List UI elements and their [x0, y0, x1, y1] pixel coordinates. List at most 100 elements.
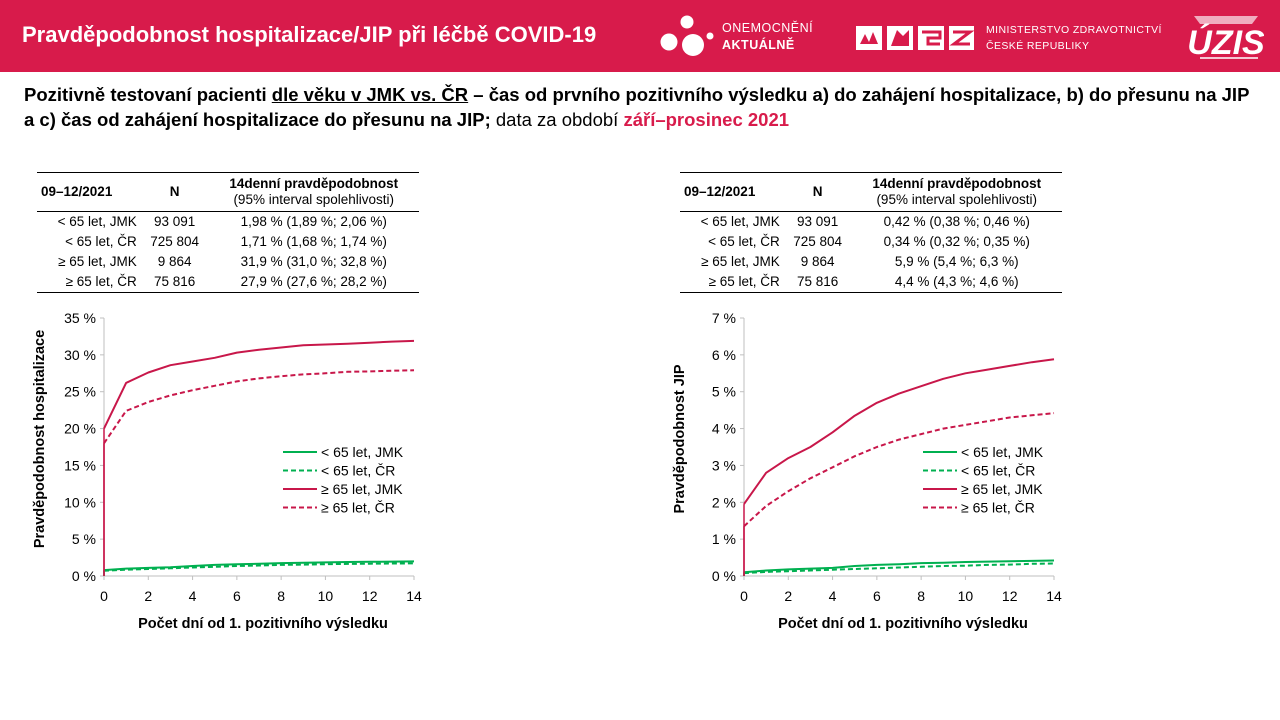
table-cell-n: 93 091 — [153, 214, 196, 229]
table-header-probability-sub: (95% interval spolehlivosti) — [233, 192, 395, 207]
x-tick-label: 4 — [189, 588, 197, 604]
table-cell-probability: 1,71 % (1,68 %; 1,74 %) — [240, 234, 387, 249]
y-tick-label: 25 % — [64, 384, 96, 400]
subtitle-part3: – čas od prvního pozitivního výsledku a)… — [24, 84, 1250, 130]
y-tick-label: 0 % — [72, 568, 96, 584]
y-tick-label: 7 % — [712, 310, 736, 326]
series-line — [743, 358, 1055, 505]
logo1-line2: AKTUÁLNĚ — [722, 38, 795, 52]
table-header-n: N — [783, 172, 852, 212]
series-line — [743, 559, 1055, 574]
legend-label: ≥ 65 let, ČR — [961, 500, 1035, 516]
series-line — [103, 560, 415, 572]
legend-label: ≥ 65 let, JMK — [961, 481, 1043, 497]
y-axis-label: Pravděpodobnost JIP — [672, 364, 688, 513]
y-tick-label: 30 % — [64, 347, 96, 363]
table-cell-group: < 65 let, JMK — [57, 214, 137, 229]
x-axis-label: Počet dní od 1. pozitivního výsledku — [138, 616, 388, 632]
subtitle-part2: dle věku v JMK vs. ČR — [271, 84, 469, 105]
legend-label: < 65 let, ČR — [321, 463, 395, 479]
x-tick-label: 10 — [958, 588, 974, 604]
ministry-line1: MINISTERSTVO ZDRAVOTNICTVÍ — [986, 24, 1162, 36]
hospitalization-table: 09–12/2021 N 14denní pravděpodobnost (95… — [37, 172, 419, 293]
y-tick-label: 15 % — [64, 457, 96, 473]
legend-label: < 65 let, ČR — [961, 463, 1035, 479]
table-cell-group: < 65 let, ČR — [708, 234, 780, 249]
table-cell-n: 93 091 — [796, 214, 839, 229]
table-header-period: 09–12/2021 — [37, 172, 141, 212]
table-header-probability-title: 14denní pravděpodobnost — [872, 176, 1042, 191]
series-line — [743, 412, 1055, 527]
table-row: < 65 let, JMK 93 091 1,98 % (1,89 %; 2,06 … — [37, 212, 419, 233]
y-tick-label: 2 % — [712, 494, 736, 510]
icu-table: 09–12/2021 N 14denní pravděpodobnost (95… — [680, 172, 1062, 293]
logo1-line1: ONEMOCNĚNÍ — [722, 21, 814, 35]
y-tick-label: 20 % — [64, 421, 96, 437]
icu-chart: 0 % 1 % 2 % 3 % 4 % 5 % 6 % 7 % 0 2 4 6 8 10 12 14 Počet… — [672, 310, 1062, 632]
table-cell-probability: 27,9 % (27,6 %; 28,2 %) — [208, 272, 419, 293]
table-cell-n: 725 804 — [150, 234, 200, 249]
y-tick-label: 1 % — [712, 531, 736, 547]
y-tick-label: 0 % — [712, 568, 736, 584]
header-bar: Pravděpodobnost hospitalizace/JIP při lé… — [0, 0, 1280, 72]
legend-label: ≥ 65 let, JMK — [321, 481, 403, 497]
table-cell-probability: 5,9 % (5,4 %; 6,3 %) — [894, 254, 1019, 269]
hospitalization-chart: 0 % 5 % 10 % 15 % 20 % 25 % 30 % 35 % 0 2 4 6 8 10 12 1… — [32, 310, 422, 632]
series-line — [103, 562, 415, 572]
x-tick-label: 14 — [1046, 588, 1062, 604]
x-tick-label: 10 — [318, 588, 334, 604]
ministry-logo-icon — [856, 26, 974, 50]
table-cell-group: ≥ 65 let, ČR — [37, 272, 141, 293]
y-tick-label: 5 % — [72, 531, 96, 547]
legend-label: < 65 let, JMK — [321, 444, 404, 460]
uzis-logo: ÚZIS — [1188, 16, 1264, 62]
table-cell-n: 75 816 — [140, 272, 209, 293]
x-axis-label: Počet dní od 1. pozitivního výsledku — [778, 616, 1028, 632]
table-row: < 65 let, JMK 93 091 0,42 % (0,38 %; 0,46 … — [680, 212, 1062, 233]
table-cell-probability: 4,4 % (4,3 %; 4,6 %) — [851, 272, 1062, 293]
x-tick-label: 14 — [406, 588, 422, 604]
series-line — [743, 562, 1055, 575]
table-header-period: 09–12/2021 — [680, 172, 784, 212]
table-header-probability: 14denní pravděpodobnost (95% interval sp… — [851, 172, 1062, 212]
x-tick-label: 8 — [277, 588, 285, 604]
ministry-line2: ČESKÉ REPUBLIKY — [986, 40, 1090, 52]
y-tick-label: 10 % — [64, 494, 96, 510]
table-row: ≥ 65 let, JMK 9 864 31,9 % (31,0 %; 32,8 %… — [37, 252, 419, 272]
subtitle-period: září–prosinec 2021 — [623, 109, 790, 130]
onemocneni-logo-text: ONEMOCNĚNÍ AKTUÁLNĚ — [722, 20, 813, 54]
x-tick-label: 2 — [144, 588, 152, 604]
table-row: ≥ 65 let, ČR 75 816 4,4 % (4,3 %; 4,6 %) — [680, 272, 1062, 293]
page-title: Pravděpodobnost hospitalizace/JIP při lé… — [22, 22, 597, 47]
onemocneni-logo-icon — [660, 15, 714, 56]
series-line — [103, 369, 415, 444]
x-tick-label: 0 — [740, 588, 748, 604]
table-cell-group: ≥ 65 let, JMK — [58, 254, 137, 269]
table-cell-group: < 65 let, JMK — [700, 214, 780, 229]
table-cell-probability: 0,42 % (0,38 %; 0,46 %) — [883, 214, 1030, 229]
table-cell-n: 725 804 — [793, 234, 843, 249]
x-tick-label: 12 — [362, 588, 378, 604]
table-header-n: N — [140, 172, 209, 212]
y-tick-label: 6 % — [712, 347, 736, 363]
ministry-logo-text: MINISTERSTVO ZDRAVOTNICTVÍ ČESKÉ REPUBLI… — [986, 22, 1162, 54]
x-tick-label: 6 — [873, 588, 881, 604]
table-cell-probability: 31,9 % (31,0 %; 32,8 %) — [240, 254, 387, 269]
table-row: ≥ 65 let, JMK 9 864 5,9 % (5,4 %; 6,3 %) — [680, 252, 1062, 272]
uzis-logo-text: ÚZIS — [1188, 24, 1264, 62]
table-row: ≥ 65 let, ČR 75 816 27,9 % (27,6 %; 28,2 %… — [37, 272, 419, 293]
table-row: < 65 let, ČR 725 804 0,34 % (0,32 %; 0,35 … — [680, 232, 1062, 252]
x-tick-label: 2 — [784, 588, 792, 604]
x-tick-label: 4 — [829, 588, 837, 604]
y-tick-label: 4 % — [712, 421, 736, 437]
subtitle-part4: data za období — [490, 109, 624, 130]
table-header-probability-sub: (95% interval spolehlivosti) — [876, 192, 1038, 207]
table-cell-n: 9 864 — [157, 254, 192, 269]
table-cell-group: ≥ 65 let, ČR — [680, 272, 784, 293]
x-tick-label: 0 — [100, 588, 108, 604]
table-header-probability: 14denní pravděpodobnost (95% interval sp… — [208, 172, 419, 212]
y-axis-label: Pravděpodobnost hospitalizace — [32, 330, 48, 548]
table-cell-n: 75 816 — [783, 272, 852, 293]
y-tick-label: 5 % — [712, 384, 736, 400]
legend-label: ≥ 65 let, ČR — [321, 500, 395, 516]
